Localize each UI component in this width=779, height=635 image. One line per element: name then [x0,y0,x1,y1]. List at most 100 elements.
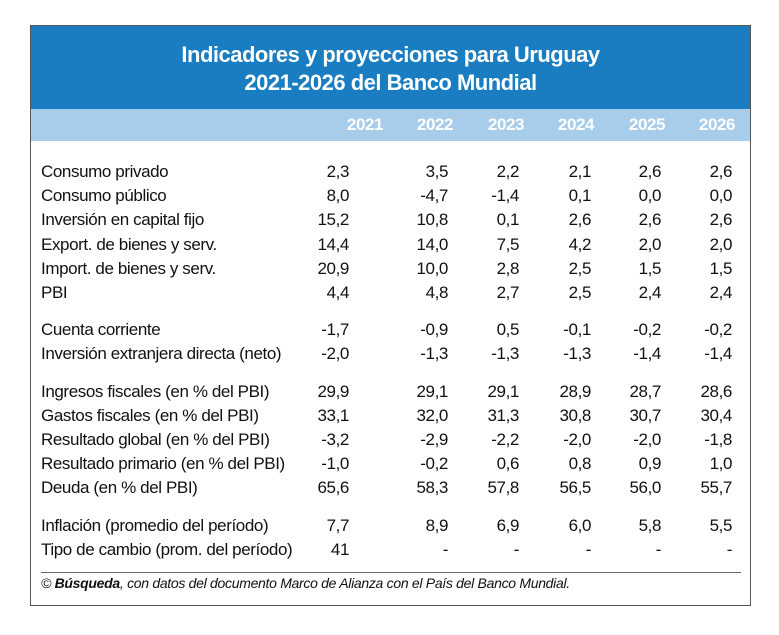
row-label: Import. de bienes y serv. [41,258,216,278]
cell-value: -2,2 [491,430,519,449]
cell-value: 10,8 [416,210,449,230]
cell-value: 0,6 [496,454,520,474]
row-label: Resultado primario (en % del PBI) [41,454,285,474]
cell-value: 29,1 [416,381,449,401]
cell-value: 20,9 [317,258,350,278]
cell-value: 0,0 [638,186,662,206]
cell-value: 2,8 [496,258,520,278]
cell-value: 3,5 [425,162,449,181]
row-label: Ingresos fiscales (en % del PBI) [41,381,270,401]
cell-value: 31,3 [487,405,520,425]
cell-value: 2,7 [496,283,520,302]
cell-value: -0,2 [704,320,732,340]
panel: Indicadores y proyecciones para Uruguay … [30,25,751,606]
cell-value: - [442,539,449,559]
column-header: 2026 [698,115,736,134]
cell-value: 7,5 [496,234,520,254]
separator [41,572,741,573]
cell-value: 2,6 [568,210,592,230]
cell-value: 10,0 [416,258,449,278]
cell-value: -2,0 [563,430,591,449]
cell-value: - [585,539,592,559]
cell-value: 2,5 [568,258,592,278]
cell-value: 0,0 [709,186,733,206]
cell-value: 30,7 [629,405,662,425]
row-label: PBI [41,283,68,302]
cell-value: 28,9 [559,381,592,401]
cell-value: 57,8 [487,478,520,498]
cell-value: -0,2 [420,454,448,474]
header-row [31,109,750,141]
row-label: Resultado global (en % del PBI) [41,430,270,449]
cell-value: 4,4 [326,283,350,302]
cell-value: 28,7 [629,381,662,401]
cell-value: 14,0 [416,234,449,254]
row-label: Export. de bienes y serv. [41,234,217,254]
footer-brand: Búsqueda [54,575,121,591]
cell-value: 56,0 [629,478,662,498]
column-header: 2024 [557,115,595,134]
row-label: Gastos fiscales (en % del PBI) [41,405,259,425]
footer-text: , con datos del documento Marco de Alian… [119,575,570,591]
cell-value: 6,9 [496,515,520,535]
footer: © Búsqueda, con datos del documento Marc… [41,575,570,591]
cell-value: -3,2 [321,430,349,449]
cell-value: -1,3 [420,344,448,364]
cell-value: 2,0 [638,234,662,254]
cell-value: 4,2 [568,234,592,254]
cell-value: 1,5 [638,258,662,278]
cell-value: 0,5 [496,320,520,340]
cell-value: 2,6 [709,210,733,230]
cell-value: 14,4 [317,234,350,254]
cell-value: 7,7 [326,515,350,535]
cell-value: 15,2 [317,210,350,230]
cell-value: 58,3 [416,478,449,498]
cell-value: - [726,539,733,559]
cell-value: 2,6 [638,162,662,181]
row-label: Consumo público [41,186,167,206]
cell-value: -1,4 [704,344,732,364]
cell-value: -2,0 [633,430,661,449]
cell-value: 1,5 [709,258,733,278]
cell-value: 2,0 [709,234,733,254]
cell-value: 30,4 [700,405,733,425]
cell-value: 8,9 [425,515,449,535]
cell-value: 2,4 [638,283,662,302]
cell-value: 0,1 [568,186,592,206]
cell-value: -1,4 [633,344,661,364]
row-label: Cuenta corriente [41,320,161,340]
row-label: Consumo privado [41,162,169,181]
cell-value: -2,9 [420,430,448,449]
title-line: Indicadores y proyecciones para Uruguay [181,42,600,67]
cell-value: 4,8 [425,283,449,302]
cell-value: 1,0 [709,454,733,474]
row-label: Inflación (promedio del período) [41,515,269,535]
cell-value: 2,2 [496,162,520,181]
title-line: 2021-2026 del Banco Mundial [244,70,537,95]
cell-value: -1,3 [491,344,519,364]
footer-prefix: © [41,575,52,591]
column-header: 2025 [628,115,666,134]
row-label: Inversión extranjera directa (neto) [41,344,282,364]
cell-value: 41 [330,539,350,559]
cell-value: 32,0 [416,405,449,425]
cell-value: 2,4 [709,283,733,302]
cell-value: -1,3 [563,344,591,364]
cell-value: 5,8 [638,515,662,535]
cell-value: 2,5 [568,283,592,302]
row-label: Tipo de cambio (prom. del período) [41,539,293,559]
cell-value: -4,7 [420,186,448,206]
cell-value: 2,3 [326,162,350,181]
cell-value: -0,1 [563,320,591,340]
cell-value: 8,0 [326,186,350,206]
cell-value: - [655,539,662,559]
column-header: 2021 [346,115,384,134]
cell-value: 6,0 [568,515,592,535]
cell-value: -2,0 [321,344,349,364]
cell-value: 30,8 [559,405,592,425]
cell-value: 0,8 [568,454,592,474]
cell-value: 2,1 [568,162,592,181]
cell-value: -0,9 [420,320,448,340]
cell-value: 0,9 [638,454,662,474]
title-band: Indicadores y proyecciones para Uruguay … [31,26,750,109]
